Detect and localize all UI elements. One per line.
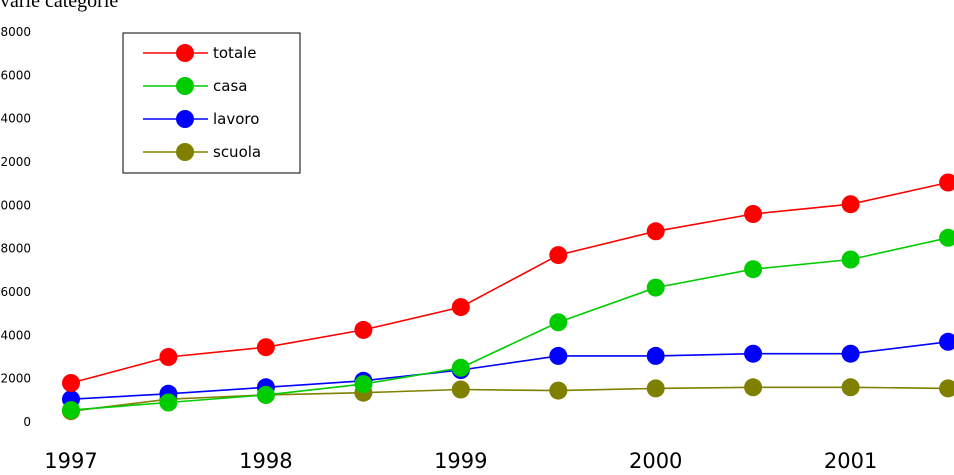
y-axis-ticks: 0 2000 4000 6000 8000 10000 12000 14000 16000 180… (0, 25, 31, 429)
data-point-casa (549, 313, 568, 332)
y-tick-label: 4000 (0, 328, 31, 342)
series-scuola (62, 378, 954, 421)
legend-marker (176, 77, 194, 95)
data-point-casa (744, 260, 763, 279)
y-tick-label: 18000 (0, 25, 31, 39)
data-point-lavoro (549, 346, 568, 365)
y-tick-label: 8000 (0, 242, 31, 256)
data-point-scuola (451, 380, 470, 399)
y-tick-label: 6000 (0, 285, 31, 299)
data-point-casa (354, 375, 373, 394)
data-point-lavoro (841, 344, 860, 363)
y-tick-label: 14000 (0, 112, 31, 126)
x-tick-label: 1998 (239, 449, 292, 473)
data-point-totale (646, 222, 665, 241)
data-point-totale (62, 374, 80, 392)
x-tick-label: 1997 (44, 449, 97, 473)
data-point-lavoro (744, 344, 763, 363)
y-tick-label: 10000 (0, 198, 31, 212)
legend-label: lavoro (213, 110, 259, 128)
data-point-lavoro (939, 332, 954, 351)
legend-entry-scuola: scuola (143, 143, 261, 161)
legend-entry-lavoro: lavoro (143, 110, 259, 128)
x-tick-label: 2001 (824, 449, 877, 473)
header-fragment: varie categorie (0, 0, 118, 12)
data-point-scuola (646, 379, 665, 398)
x-tick-label: 2000 (629, 449, 682, 473)
data-point-totale (451, 298, 470, 317)
data-point-totale (354, 320, 373, 339)
series-casa (62, 228, 954, 420)
legend: totale casa lavoro scuola (122, 32, 301, 174)
legend-label: casa (213, 77, 247, 95)
data-point-lavoro (646, 346, 665, 365)
data-point-totale (939, 173, 954, 192)
y-tick-label: 2000 (0, 372, 31, 386)
legend-marker (176, 44, 194, 62)
series-line-casa (70, 237, 954, 411)
legend-label: scuola (213, 143, 261, 161)
series-line-lavoro (70, 340, 954, 400)
data-point-totale (549, 246, 568, 265)
x-tick-label: 1999 (434, 449, 487, 473)
legend-marker (176, 143, 194, 161)
data-point-casa (646, 278, 665, 297)
data-point-casa (256, 385, 275, 404)
series-lavoro (62, 332, 954, 409)
data-point-totale (159, 348, 178, 366)
series-line-scuola (70, 386, 954, 412)
legend-entry-totale: totale (143, 44, 257, 62)
data-point-casa (451, 358, 470, 377)
data-point-totale (841, 195, 860, 214)
series-layer (62, 173, 954, 421)
data-point-scuola (549, 381, 568, 400)
y-tick-label: 16000 (0, 68, 31, 82)
data-point-casa (939, 228, 954, 247)
data-point-casa (159, 393, 178, 412)
data-point-totale (256, 338, 275, 357)
data-point-scuola (939, 379, 954, 398)
data-point-casa (841, 250, 860, 269)
legend-entry-casa: casa (143, 77, 247, 95)
data-point-totale (744, 205, 763, 223)
x-axis-ticks: 1997199819992000200120022003200420052006 (44, 449, 877, 473)
data-point-scuola (744, 378, 763, 397)
series-totale (62, 173, 954, 392)
legend-label: totale (213, 44, 257, 62)
legend-box (122, 32, 301, 174)
data-point-scuola (841, 378, 860, 397)
data-point-casa (62, 401, 80, 420)
y-tick-label: 0 (23, 415, 31, 429)
legend-marker (176, 110, 194, 128)
y-tick-label: 12000 (0, 155, 31, 169)
